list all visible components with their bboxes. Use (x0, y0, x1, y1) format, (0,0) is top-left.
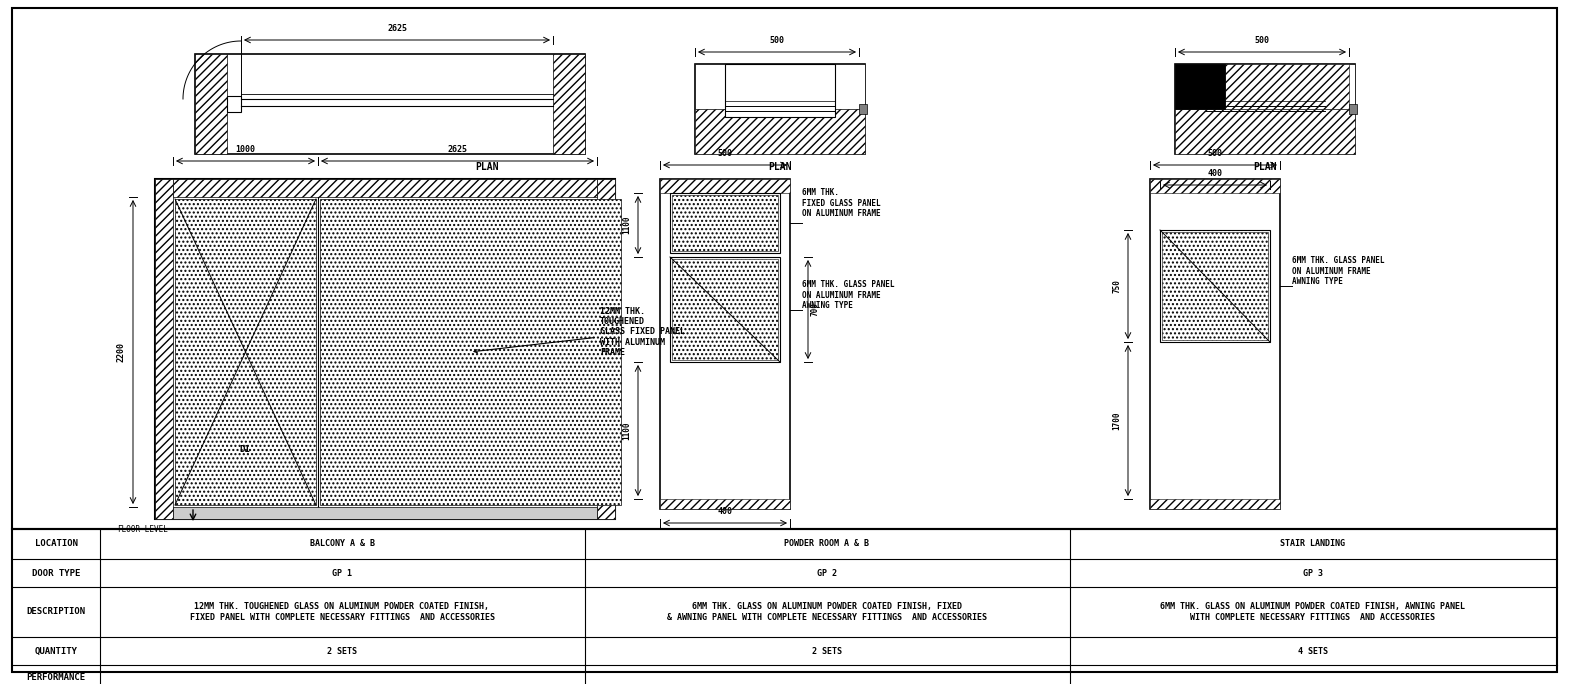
Text: DESCRIPTION: DESCRIPTION (27, 607, 86, 616)
Bar (725, 64, 835, 117)
Text: 500: 500 (1255, 36, 1269, 45)
Bar (695, 64, 865, 154)
Text: GP 3: GP 3 (1302, 568, 1323, 577)
Bar (195, 54, 585, 154)
Text: 6MM THK. GLASS ON ALUMINUM POWDER COATED FINISH, AWNING PANEL
WITH COMPLETE NECE: 6MM THK. GLASS ON ALUMINUM POWDER COATED… (1161, 603, 1465, 622)
Text: GP 1: GP 1 (333, 568, 351, 577)
Text: 500: 500 (769, 36, 784, 45)
Text: 1700: 1700 (1112, 411, 1120, 430)
Text: 1100: 1100 (621, 215, 631, 234)
Bar (155, 179, 173, 519)
Bar (173, 507, 596, 519)
Bar (672, 259, 778, 360)
Bar (670, 257, 780, 362)
Bar (173, 179, 596, 197)
Text: GP 2: GP 2 (817, 568, 836, 577)
Bar (1159, 230, 1269, 342)
Text: QUANTITY: QUANTITY (35, 646, 77, 655)
Text: D1: D1 (240, 445, 251, 454)
Bar (858, 104, 868, 114)
Text: PLAN: PLAN (769, 162, 792, 172)
Text: 2200: 2200 (118, 342, 126, 362)
Text: POWDER ROOM A & B: POWDER ROOM A & B (784, 540, 869, 549)
Text: 400: 400 (717, 507, 733, 516)
Bar (176, 199, 315, 505)
Text: 4 SETS: 4 SETS (1298, 646, 1327, 655)
Text: 750: 750 (1112, 279, 1120, 293)
Bar (552, 54, 585, 154)
Text: 2 SETS: 2 SETS (326, 646, 358, 655)
Text: DOOR TYPE: DOOR TYPE (31, 568, 80, 577)
Text: 6MM THK. GLASS PANEL
ON ALUMINUM FRAME
AWNING TYPE: 6MM THK. GLASS PANEL ON ALUMINUM FRAME A… (1291, 256, 1384, 286)
Bar (1150, 179, 1280, 509)
Text: 500: 500 (1208, 149, 1222, 158)
Bar (228, 96, 242, 112)
Text: 500: 500 (717, 149, 733, 158)
Text: 12MM THK. TOUGHENED GLASS ON ALUMINUM POWDER COATED FINISH,
FIXED PANEL WITH COM: 12MM THK. TOUGHENED GLASS ON ALUMINUM PO… (190, 603, 494, 622)
Text: 1000: 1000 (235, 145, 256, 154)
Bar (661, 179, 791, 193)
Text: BALCONY A & B: BALCONY A & B (309, 540, 375, 549)
Bar (155, 179, 615, 519)
Text: 1100: 1100 (621, 421, 631, 440)
Bar (670, 193, 780, 253)
Bar (1175, 64, 1356, 109)
Bar (320, 199, 621, 505)
Bar (1175, 64, 1225, 109)
Bar (13, 8, 1556, 529)
Text: 2625: 2625 (388, 24, 406, 33)
Bar (596, 179, 615, 519)
Text: FLOOR–LEVEL: FLOOR–LEVEL (118, 525, 168, 534)
Text: 2625: 2625 (447, 145, 468, 154)
Text: 400: 400 (1208, 169, 1222, 178)
Bar (1163, 232, 1268, 340)
Text: PERFORMANCE: PERFORMANCE (27, 672, 86, 681)
Text: PLAN: PLAN (475, 162, 499, 172)
Bar (1225, 64, 1349, 109)
Bar (1150, 499, 1280, 509)
Text: PLAN: PLAN (1254, 162, 1277, 172)
Bar (1175, 109, 1356, 154)
Text: 6MM THK. GLASS ON ALUMINUM POWDER COATED FINISH, FIXED
& AWNING PANEL WITH COMPL: 6MM THK. GLASS ON ALUMINUM POWDER COATED… (667, 603, 987, 622)
Bar (661, 499, 791, 509)
Text: 700: 700 (811, 302, 821, 317)
Bar (695, 109, 865, 154)
Bar (695, 64, 865, 109)
Bar (1349, 104, 1357, 114)
Bar (1150, 179, 1280, 193)
Bar (672, 195, 778, 251)
Text: 12MM THK.
TOUGHENED
GLASS FIXED PANEL
WITH ALUMINUM
FRAME: 12MM THK. TOUGHENED GLASS FIXED PANEL WI… (474, 306, 686, 357)
Text: 2 SETS: 2 SETS (813, 646, 843, 655)
Text: 6MM THK.
FIXED GLASS PANEL
ON ALUMINUM FRAME: 6MM THK. FIXED GLASS PANEL ON ALUMINUM F… (802, 188, 880, 218)
Text: 6MM THK. GLASS PANEL
ON ALUMINUM FRAME
AWNING TYPE: 6MM THK. GLASS PANEL ON ALUMINUM FRAME A… (802, 280, 894, 310)
Bar (195, 54, 228, 154)
Bar (661, 179, 791, 509)
Text: STAIR LANDING: STAIR LANDING (1280, 540, 1346, 549)
Bar (1175, 64, 1356, 154)
Bar (13, 529, 1556, 672)
Text: LOCATION: LOCATION (35, 540, 77, 549)
